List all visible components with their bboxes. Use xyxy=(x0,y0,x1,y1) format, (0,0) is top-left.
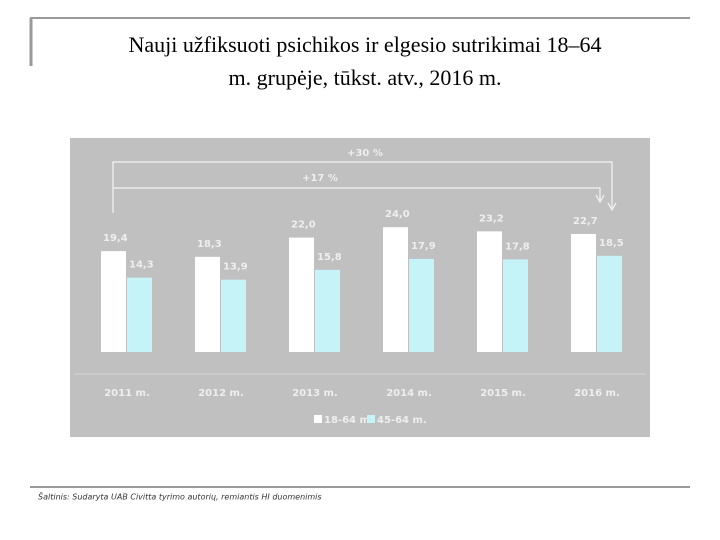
bar xyxy=(101,251,126,352)
plot-area xyxy=(70,138,650,437)
bar xyxy=(383,227,408,352)
x-tick-label: 2011 m. xyxy=(104,388,150,399)
x-tick-label: 2014 m. xyxy=(386,388,432,399)
bar xyxy=(195,256,220,352)
bar xyxy=(127,277,152,352)
value-label: 13,9 xyxy=(223,262,248,273)
value-label: 14,3 xyxy=(129,260,154,271)
value-label: 19,4 xyxy=(103,233,128,244)
value-label: 24,0 xyxy=(385,209,410,220)
x-tick-label: 2016 m. xyxy=(574,388,620,399)
annotation: +30 % xyxy=(347,148,383,159)
bar xyxy=(571,233,596,352)
legend-swatch xyxy=(314,415,322,423)
bar xyxy=(315,269,340,352)
x-tick-label: 2015 m. xyxy=(480,388,526,399)
title-line: m. grupėje, tūkst. atv., 2016 m. xyxy=(229,65,502,90)
annotation: +17 % xyxy=(302,173,338,184)
value-label: 17,8 xyxy=(505,241,530,252)
bar xyxy=(289,237,314,352)
value-label: 18,3 xyxy=(197,239,222,250)
bar xyxy=(597,255,622,352)
title-line: Nauji užfiksuoti psichikos ir elgesio su… xyxy=(129,32,602,57)
source: Šaltinis: Sudaryta UAB Civitta tyrimo au… xyxy=(38,491,322,502)
value-label: 17,9 xyxy=(411,241,436,252)
x-tick-label: 2012 m. xyxy=(198,388,244,399)
value-label: 18,5 xyxy=(599,238,624,249)
value-label: 23,2 xyxy=(479,213,504,224)
value-label: 15,8 xyxy=(317,252,342,263)
value-label: 22,0 xyxy=(291,220,316,231)
bar xyxy=(221,279,246,352)
legend-label: 18-64 m. xyxy=(324,415,374,426)
bar xyxy=(409,258,434,352)
bar xyxy=(503,259,528,352)
legend-label: 45-64 m. xyxy=(377,415,427,426)
annotation-arrows xyxy=(112,161,617,213)
bar xyxy=(477,231,502,352)
value-label: 22,7 xyxy=(573,216,598,227)
x-tick-label: 2013 m. xyxy=(292,388,338,399)
legend-swatch xyxy=(367,415,375,423)
